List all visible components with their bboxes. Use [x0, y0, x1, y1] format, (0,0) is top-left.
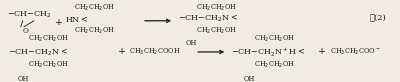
Text: +: +: [118, 47, 126, 56]
Text: HN$<$: HN$<$: [65, 14, 88, 24]
Text: CH$_2$CH$_2$OH: CH$_2$CH$_2$OH: [28, 60, 69, 70]
Text: CH$_2$CH$_2$OH: CH$_2$CH$_2$OH: [254, 33, 295, 44]
Text: OH: OH: [186, 39, 197, 47]
Text: CH$_2$CH$_2$OH: CH$_2$CH$_2$OH: [196, 26, 237, 36]
Text: CH$_3$CH$_2$COOH: CH$_3$CH$_2$COOH: [129, 47, 180, 57]
Text: OH: OH: [18, 75, 29, 82]
Text: OH: OH: [244, 75, 255, 82]
Text: 式(2): 式(2): [370, 15, 387, 23]
Text: CH$_2$CH$_2$OH: CH$_2$CH$_2$OH: [254, 60, 295, 70]
Text: $-$CH$-$CH$_2$N$^+$H$<$: $-$CH$-$CH$_2$N$^+$H$<$: [231, 45, 305, 59]
Text: +: +: [55, 18, 63, 27]
Text: $-$CH$-$CH$_2$N$<$: $-$CH$-$CH$_2$N$<$: [8, 46, 68, 58]
Text: CH$_3$CH$_2$COO$^-$: CH$_3$CH$_2$COO$^-$: [330, 47, 380, 57]
Text: CH$_2$CH$_2$OH: CH$_2$CH$_2$OH: [74, 26, 115, 36]
Text: CH$_2$CH$_2$OH: CH$_2$CH$_2$OH: [28, 33, 69, 44]
Text: O: O: [22, 27, 28, 35]
Text: $-$CH$-$CH$_2$N$<$: $-$CH$-$CH$_2$N$<$: [178, 13, 238, 24]
Text: +: +: [318, 47, 326, 56]
Text: CH$_2$CH$_2$OH: CH$_2$CH$_2$OH: [74, 2, 115, 13]
Text: CH$_2$CH$_2$OH: CH$_2$CH$_2$OH: [196, 2, 237, 13]
Text: $-$CH$-$CH$_2$: $-$CH$-$CH$_2$: [7, 10, 52, 20]
